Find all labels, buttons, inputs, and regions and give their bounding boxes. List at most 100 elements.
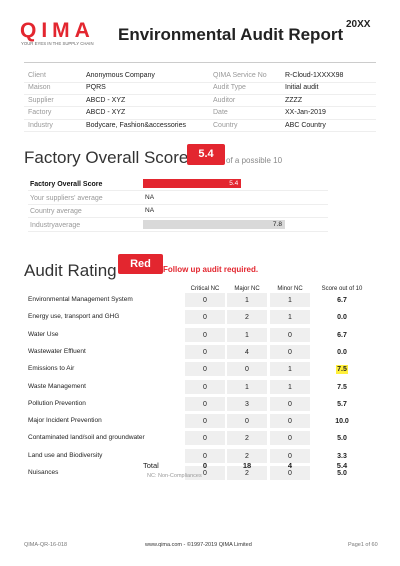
cell-box <box>185 414 225 429</box>
row-line <box>24 106 376 108</box>
cell: 0.0 <box>337 348 347 356</box>
cell-box <box>270 344 310 359</box>
row-line <box>24 131 376 133</box>
cell: 4 <box>245 348 249 356</box>
cell-box <box>227 362 267 377</box>
cell: 5.0 <box>337 470 347 477</box>
cell-box <box>185 396 225 411</box>
row-label: Major Incident Prevention <box>28 417 102 425</box>
cell: 0 <box>203 470 207 477</box>
row-line <box>24 118 376 120</box>
overall-heading: Factory Overall Score <box>24 148 189 167</box>
cell: 0 <box>203 418 207 426</box>
info-label: Supplier <box>28 96 54 104</box>
row-line <box>24 81 376 83</box>
logo: QIMA <box>20 19 95 42</box>
footer-site: www.qima.com - ©1997-2019 QIMA Limited <box>145 542 252 548</box>
cell-box <box>270 431 310 446</box>
info-value: XX-Jan-2019 <box>285 109 326 117</box>
cell-box <box>227 414 267 429</box>
cell: 10.0 <box>335 418 349 426</box>
info-value: Anonymous Company <box>86 72 155 79</box>
tagline: YOUR EYES IN THE SUPPLY CHAIN <box>21 41 94 46</box>
row-label: Waste Management <box>28 382 86 390</box>
cell: 1 <box>245 297 249 304</box>
cell-box <box>227 327 267 342</box>
info-label: Date <box>213 109 228 117</box>
cell: 0 <box>203 366 207 374</box>
cell-box <box>185 448 225 463</box>
year: 20XX <box>346 19 371 30</box>
cell: 7.5 <box>337 383 347 391</box>
cell: 0 <box>203 331 207 339</box>
footer-code: QIMA-QR-16-018 <box>24 542 68 548</box>
cell: 0 <box>203 348 207 356</box>
cell: 3.3 <box>337 452 347 460</box>
cell: 6.7 <box>337 331 347 339</box>
cell: 0 <box>288 400 292 408</box>
cell-box <box>227 344 267 359</box>
cell-box <box>270 327 310 342</box>
info-value: ZZZZ <box>285 96 303 104</box>
cell-box <box>270 448 310 463</box>
cell: 0 <box>288 331 292 339</box>
row-label: Contaminated land/soil and groundwater <box>28 434 145 442</box>
cell-box <box>227 396 267 411</box>
cell: 2 <box>245 452 249 460</box>
cell: 3 <box>245 400 249 408</box>
cell: 0 <box>288 452 292 460</box>
info-label: Maison <box>28 84 51 92</box>
info-label: Client <box>28 72 46 79</box>
cell: 5.0 <box>337 435 347 443</box>
info-value: ABCD - XYZ <box>86 109 126 117</box>
cell-box <box>185 362 225 377</box>
total-cell: 18 <box>242 461 252 470</box>
footnote: NC: Non-Compliances <box>147 473 202 479</box>
cell: 0 <box>288 348 292 356</box>
info-value: Bodycare, Fashion&accessories <box>86 121 186 129</box>
cell-box <box>185 379 225 394</box>
info-value: ABCD - XYZ <box>86 96 126 104</box>
cell-box <box>227 431 267 446</box>
cell: 0 <box>203 452 207 460</box>
score-badge: 5.4 <box>187 144 225 165</box>
row-line <box>28 230 328 232</box>
cell: 0 <box>288 435 292 443</box>
cell: 1 <box>288 314 292 322</box>
separator <box>24 62 376 63</box>
cell: 0 <box>203 435 207 443</box>
row-label: Pollution Prevention <box>28 399 86 407</box>
score-label: Country average <box>30 208 82 215</box>
cell-box <box>185 466 225 480</box>
column-header: Critical NC <box>190 286 220 292</box>
cell-box <box>270 362 310 377</box>
info-label: Industry <box>28 121 53 129</box>
cell: 2 <box>245 435 249 443</box>
cell-box <box>185 293 225 307</box>
cell-box <box>270 414 310 429</box>
cell: 1 <box>288 383 292 391</box>
cell: 2 <box>245 314 249 322</box>
info-value: Initial audit <box>285 84 319 92</box>
total-label: Total <box>143 461 159 470</box>
cell-box <box>185 344 225 359</box>
row-label: Land use and Biodiversity <box>28 451 103 459</box>
cell: 0 <box>203 400 207 408</box>
highlight <box>336 365 348 375</box>
cell-box <box>270 310 310 325</box>
row-label: Wastewater Effluent <box>28 347 86 355</box>
possible-text: of a possible 10 <box>226 156 283 165</box>
rating-heading: Audit Rating <box>24 261 117 280</box>
row-line <box>28 203 328 205</box>
cell-box <box>227 466 267 480</box>
score-label: Industryaverage <box>30 221 81 229</box>
cell: 0 <box>288 418 292 426</box>
cell-box <box>227 379 267 394</box>
row-label: Environmental Management System <box>28 296 133 303</box>
cell: 0.0 <box>337 314 347 322</box>
cell: 0 <box>245 418 249 426</box>
score-value: 5.4 <box>229 180 239 187</box>
row-label: Emissions to Air <box>28 365 75 373</box>
